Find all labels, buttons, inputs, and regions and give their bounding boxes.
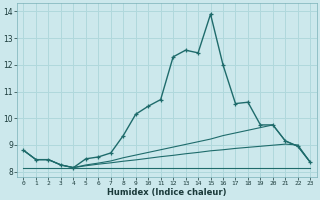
X-axis label: Humidex (Indice chaleur): Humidex (Indice chaleur) bbox=[107, 188, 227, 197]
